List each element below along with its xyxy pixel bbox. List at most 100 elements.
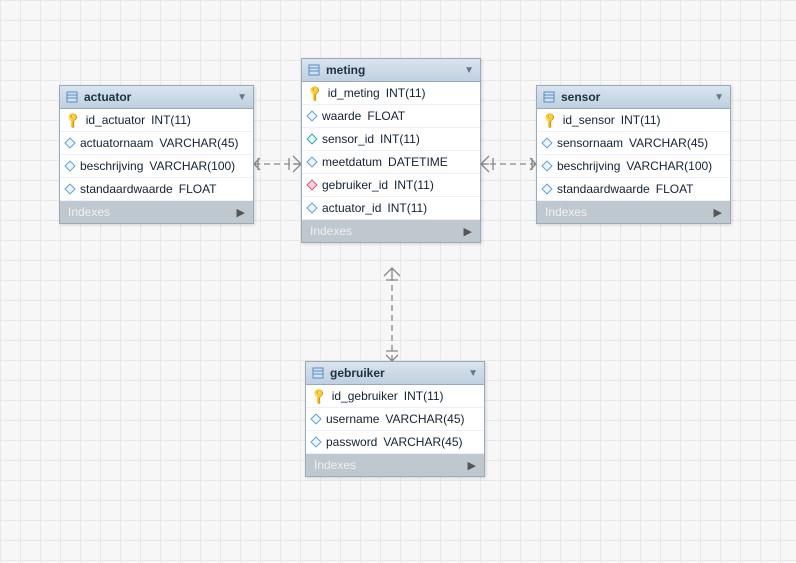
collapse-icon: ▼	[237, 92, 247, 103]
column-row[interactable]: actuator_id INT(11)	[302, 197, 480, 220]
table-icon	[308, 64, 320, 76]
collapse-icon: ▼	[714, 92, 724, 103]
diamond-icon	[64, 160, 75, 171]
column-row[interactable]: standaardwaarde FLOAT	[60, 178, 253, 201]
diamond-icon	[310, 436, 321, 447]
column-name: beschrijving	[557, 159, 620, 173]
column-type: VARCHAR(45)	[385, 412, 464, 426]
column-row[interactable]: username VARCHAR(45)	[306, 408, 484, 431]
column-row[interactable]: waarde FLOAT	[302, 105, 480, 128]
column-type: INT(11)	[394, 178, 434, 192]
indexes-label: Indexes	[545, 205, 587, 219]
indexes-section[interactable]: Indexes ▶	[60, 201, 253, 223]
indexes-section[interactable]: Indexes ▶	[306, 454, 484, 476]
diamond-icon	[541, 160, 552, 171]
table-gebruiker[interactable]: gebruiker ▼ 🔑 id_gebruiker INT(11) userna…	[305, 361, 485, 477]
column-name: sensornaam	[557, 136, 623, 150]
column-row[interactable]: beschrijving VARCHAR(100)	[60, 155, 253, 178]
column-row[interactable]: 🔑 id_gebruiker INT(11)	[306, 385, 484, 408]
column-row[interactable]: meetdatum DATETIME	[302, 151, 480, 174]
primary-key-icon: 🔑	[309, 387, 328, 406]
column-row[interactable]: gebruiker_id INT(11)	[302, 174, 480, 197]
table-icon	[312, 367, 324, 379]
column-row[interactable]: beschrijving VARCHAR(100)	[537, 155, 730, 178]
primary-key-icon: 🔑	[63, 111, 82, 130]
column-name: id_meting	[328, 86, 380, 100]
column-type: FLOAT	[656, 182, 694, 196]
column-row[interactable]: actuatornaam VARCHAR(45)	[60, 132, 253, 155]
column-name: standaardwaarde	[80, 182, 173, 196]
column-type: FLOAT	[179, 182, 217, 196]
diamond-icon	[64, 137, 75, 148]
table-sensor[interactable]: sensor ▼ 🔑 id_sensor INT(11) sensornaam V…	[536, 85, 731, 224]
indexes-label: Indexes	[310, 224, 352, 238]
table-meting[interactable]: meting ▼ 🔑 id_meting INT(11) waarde FLOAT…	[301, 58, 481, 243]
column-type: VARCHAR(45)	[159, 136, 238, 150]
table-icon	[66, 91, 78, 103]
column-type: VARCHAR(100)	[626, 159, 712, 173]
column-type: DATETIME	[388, 155, 448, 169]
table-header-meting[interactable]: meting ▼	[302, 59, 480, 82]
table-header-actuator[interactable]: actuator ▼	[60, 86, 253, 109]
column-type: VARCHAR(100)	[149, 159, 235, 173]
table-actuator[interactable]: actuator ▼ 🔑 id_actuator INT(11) actuator…	[59, 85, 254, 224]
table-title: gebruiker	[330, 366, 385, 380]
collapse-icon: ▼	[464, 65, 474, 76]
column-row[interactable]: 🔑 id_sensor INT(11)	[537, 109, 730, 132]
column-row[interactable]: sensor_id INT(11)	[302, 128, 480, 151]
column-name: id_actuator	[86, 113, 145, 127]
column-row[interactable]: standaardwaarde FLOAT	[537, 178, 730, 201]
collapse-icon: ▼	[468, 368, 478, 379]
column-row[interactable]: 🔑 id_meting INT(11)	[302, 82, 480, 105]
diamond-icon	[64, 183, 75, 194]
column-name: actuator_id	[322, 201, 381, 215]
indexes-section[interactable]: Indexes ▶	[537, 201, 730, 223]
indexes-label: Indexes	[314, 458, 356, 472]
diamond-icon	[541, 183, 552, 194]
table-title: sensor	[561, 90, 600, 104]
column-name: meetdatum	[322, 155, 382, 169]
primary-key-icon: 🔑	[540, 111, 559, 130]
column-name: username	[326, 412, 379, 426]
primary-key-icon: 🔑	[305, 84, 324, 103]
column-name: id_gebruiker	[332, 389, 398, 403]
column-type: INT(11)	[621, 113, 661, 127]
column-type: VARCHAR(45)	[383, 435, 462, 449]
column-type: FLOAT	[367, 109, 405, 123]
diamond-icon	[310, 413, 321, 424]
column-name: standaardwaarde	[557, 182, 650, 196]
expand-icon: ▶	[237, 206, 245, 219]
indexes-label: Indexes	[68, 205, 110, 219]
diamond-icon	[306, 156, 317, 167]
column-type: INT(11)	[404, 389, 444, 403]
column-type: VARCHAR(45)	[629, 136, 708, 150]
column-name: waarde	[322, 109, 361, 123]
diamond-icon	[306, 110, 317, 121]
indexes-section[interactable]: Indexes ▶	[302, 220, 480, 242]
table-header-gebruiker[interactable]: gebruiker ▼	[306, 362, 484, 385]
column-row[interactable]: sensornaam VARCHAR(45)	[537, 132, 730, 155]
column-name: actuatornaam	[80, 136, 153, 150]
column-type: INT(11)	[386, 86, 426, 100]
column-type: INT(11)	[380, 132, 420, 146]
column-name: beschrijving	[80, 159, 143, 173]
table-icon	[543, 91, 555, 103]
column-type: INT(11)	[151, 113, 191, 127]
diamond-icon	[306, 133, 317, 144]
column-name: gebruiker_id	[322, 178, 388, 192]
column-row[interactable]: password VARCHAR(45)	[306, 431, 484, 454]
table-header-sensor[interactable]: sensor ▼	[537, 86, 730, 109]
column-name: password	[326, 435, 377, 449]
column-name: id_sensor	[563, 113, 615, 127]
expand-icon: ▶	[714, 206, 722, 219]
diamond-icon	[306, 202, 317, 213]
expand-icon: ▶	[464, 225, 472, 238]
column-type: INT(11)	[387, 201, 427, 215]
expand-icon: ▶	[468, 459, 476, 472]
table-title: actuator	[84, 90, 131, 104]
column-name: sensor_id	[322, 132, 374, 146]
column-row[interactable]: 🔑 id_actuator INT(11)	[60, 109, 253, 132]
diamond-icon	[541, 137, 552, 148]
diamond-icon	[306, 179, 317, 190]
table-title: meting	[326, 63, 365, 77]
